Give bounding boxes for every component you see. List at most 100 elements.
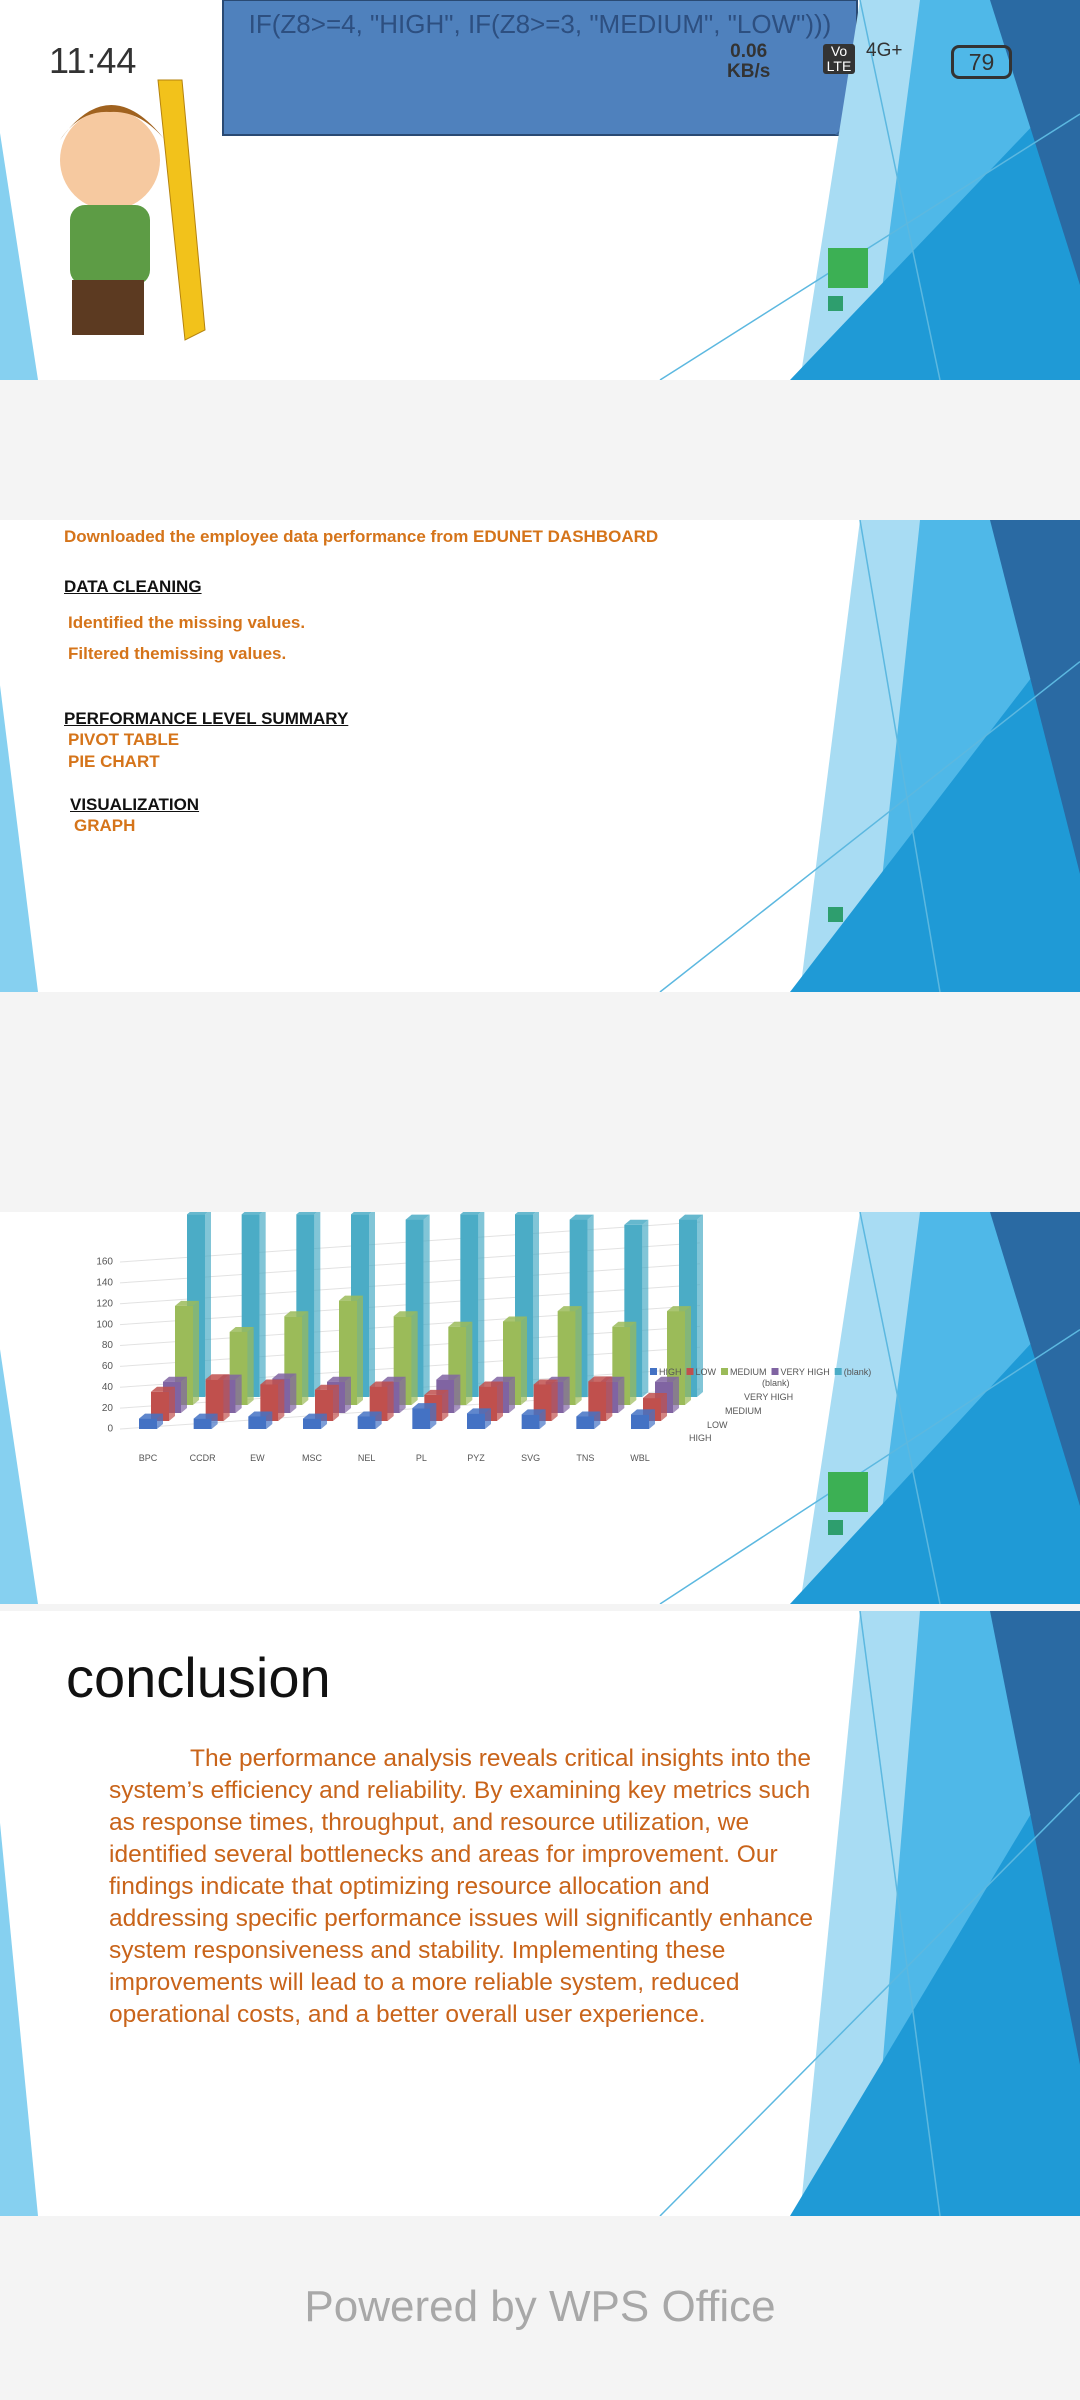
deco-line <box>659 113 1080 380</box>
deco-line <box>659 1328 1080 1604</box>
x-tick-label: CCDR <box>190 1453 216 1463</box>
bar-side <box>466 1321 473 1405</box>
deco-line <box>859 1212 941 1604</box>
legend-label: MEDIUM <box>730 1367 767 1377</box>
intro-text: Downloaded the employee data performance… <box>64 527 659 546</box>
chart: 0 20 40 60 80 100 120 140 160 BPC CCDR EW MSC NEL PL PY… <box>96 1212 872 1463</box>
bar <box>315 1389 333 1421</box>
slide: conclusion The performance analysis reve… <box>0 1611 1080 2216</box>
bar <box>631 1414 649 1429</box>
section-item: PIVOT TABLE <box>68 730 180 749</box>
section-heading: PERFORMANCE LEVEL SUMMARY <box>64 709 349 728</box>
bar-side <box>169 1386 175 1421</box>
bar-top <box>393 1311 418 1317</box>
legend-label: LOW <box>696 1367 717 1377</box>
status-network: 4G+ <box>866 40 903 61</box>
x-tick-label: PYZ <box>467 1453 485 1463</box>
bar-top <box>631 1409 655 1415</box>
bar-side <box>497 1381 503 1421</box>
bar-top <box>381 1376 406 1382</box>
deco-line <box>859 520 941 992</box>
legend-swatch <box>834 1368 842 1375</box>
bar-top <box>193 1413 218 1419</box>
bar-top <box>405 1214 430 1220</box>
bar-side <box>211 1413 218 1429</box>
bar <box>412 1408 431 1429</box>
bar-side <box>521 1316 527 1405</box>
status-time: 11:44 <box>49 40 137 81</box>
depth-axis-label: HIGH <box>689 1433 712 1443</box>
bar-top <box>315 1384 339 1390</box>
bar-top <box>187 1212 208 1215</box>
deco-line <box>859 0 941 380</box>
deco-shape <box>790 1732 1080 2216</box>
bar-side <box>649 1409 655 1429</box>
slide-decoration <box>0 0 1080 380</box>
bar-top <box>163 1376 187 1382</box>
bar-side <box>399 1376 406 1413</box>
deco-shape <box>0 685 38 992</box>
net-speed-unit: KB/s <box>727 61 771 82</box>
legend-swatch <box>721 1368 729 1375</box>
bar-top <box>303 1413 327 1419</box>
bar-top <box>139 1413 163 1419</box>
status-volte: Vo LTE <box>823 44 855 74</box>
bar-side <box>278 1379 285 1421</box>
bar-top <box>248 1411 273 1417</box>
bar-side <box>594 1411 601 1429</box>
bar-top <box>369 1381 394 1387</box>
bar-side <box>259 1212 266 1397</box>
deco-square <box>828 907 843 922</box>
legend-label: VERY HIGH <box>781 1367 830 1377</box>
bar <box>576 1416 595 1429</box>
y-tick-label: 80 <box>102 1340 114 1351</box>
bar <box>248 1416 267 1429</box>
bar <box>205 1379 224 1421</box>
bar-top <box>655 1376 679 1382</box>
bar-top <box>241 1212 263 1215</box>
bar-side <box>235 1374 242 1413</box>
deco-shape <box>0 1822 38 2216</box>
x-tick-label: WBL <box>630 1453 650 1463</box>
y-tick-label: 140 <box>96 1278 113 1289</box>
bar-side <box>302 1311 309 1405</box>
bar-top <box>229 1326 254 1332</box>
status-battery: 79 <box>951 45 1012 79</box>
bar-side <box>661 1393 667 1421</box>
y-tick-label: 60 <box>102 1361 114 1372</box>
y-tick-label: 100 <box>96 1319 113 1330</box>
y-tick-label: 160 <box>96 1257 113 1268</box>
bar-top <box>503 1316 527 1322</box>
deco-shape <box>790 76 1080 380</box>
bar-side <box>314 1212 321 1397</box>
deco-line <box>859 1611 941 2216</box>
cartoon <box>60 79 206 341</box>
depth-axis-label: (blank) <box>762 1378 790 1388</box>
bar <box>467 1413 485 1429</box>
bar-side <box>606 1376 613 1421</box>
bar-side <box>575 1306 582 1405</box>
bar-top <box>679 1214 703 1220</box>
legend-label: (blank) <box>844 1367 872 1377</box>
y-tick-label: 20 <box>102 1403 114 1414</box>
bar-top <box>448 1321 473 1327</box>
slide: Downloaded the employee data performance… <box>0 520 1080 992</box>
bar-top <box>175 1300 199 1306</box>
bar-top <box>327 1376 351 1382</box>
y-tick-label: 120 <box>96 1298 113 1309</box>
slide-decoration <box>0 1212 1080 1604</box>
deco-shape <box>0 1349 38 1604</box>
legend-swatch <box>771 1368 779 1375</box>
slide-decoration <box>0 520 1080 992</box>
slide: 0 20 40 60 80 100 120 140 160 BPC CCDR EW MSC NEL PL PY… <box>0 1212 1080 1604</box>
bar-side <box>697 1214 703 1397</box>
bar-side <box>247 1326 254 1405</box>
bar-side <box>630 1321 637 1405</box>
bar-side <box>642 1219 649 1397</box>
bar <box>521 1414 540 1429</box>
deco-square <box>828 1472 868 1512</box>
x-tick-label: BPC <box>139 1453 158 1463</box>
slide-decoration <box>0 1611 1080 2216</box>
bar-side <box>673 1376 679 1413</box>
